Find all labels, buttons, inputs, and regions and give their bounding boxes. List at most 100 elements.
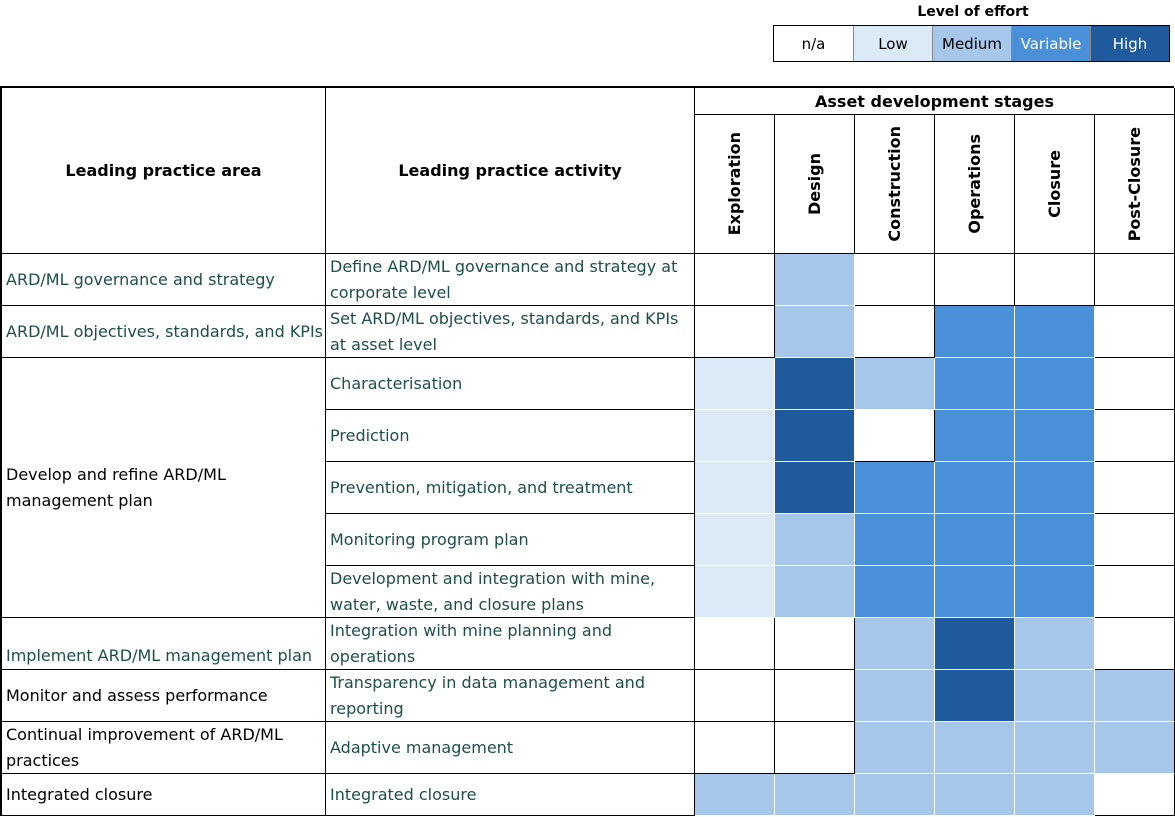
practice-activity: Adaptive management [326,722,695,774]
effort-cell-design [775,774,855,816]
effort-cell-design [775,254,855,306]
effort-cell-closure [1015,566,1095,618]
effort-cell-closure [1015,514,1095,566]
effort-cell-construction [855,514,935,566]
practice-activity: Prevention, mitigation, and treatment [326,462,695,514]
effort-cell-construction [855,462,935,514]
effort-cell-closure [1015,618,1095,670]
effort-cell-post-closure [1095,618,1175,670]
effort-cell-construction [855,358,935,410]
legend-item-low: Low [853,26,932,61]
practice-activity: Prediction [326,410,695,462]
effort-cell-design [775,410,855,462]
effort-cell-exploration [695,774,775,816]
practice-area: ARD/ML governance and strategy [2,254,326,306]
practice-area: Develop and refine ARD/ML management pla… [2,358,326,618]
practice-activity: Integration with mine planning and opera… [326,618,695,670]
effort-cell-construction [855,306,935,358]
effort-cell-closure [1015,358,1095,410]
practice-activity: Define ARD/ML governance and strategy at… [326,254,695,306]
practice-activity: Development and integration with mine, w… [326,566,695,618]
effort-cell-operations [935,410,1015,462]
effort-cell-construction [855,410,935,462]
effort-cell-post-closure [1095,254,1175,306]
stage-header-construction: Construction [855,115,935,254]
effort-cell-design [775,722,855,774]
practice-area: ARD/ML objectives, standards, and KPIs [2,306,326,358]
effort-cell-construction [855,670,935,722]
effort-cell-exploration [695,670,775,722]
effort-cell-closure [1015,774,1095,816]
practice-activity: Characterisation [326,358,695,410]
effort-cell-operations [935,514,1015,566]
effort-cell-construction [855,254,935,306]
effort-cell-operations [935,254,1015,306]
practice-table: Leading practice area Leading practice a… [0,86,1175,816]
practice-area: Monitor and assess performance [2,670,326,722]
effort-cell-post-closure [1095,358,1175,410]
effort-cell-exploration [695,566,775,618]
effort-cell-exploration [695,462,775,514]
effort-cell-exploration [695,410,775,462]
effort-cell-design [775,306,855,358]
effort-cell-operations [935,618,1015,670]
effort-cell-operations [935,774,1015,816]
effort-cell-closure [1015,670,1095,722]
stage-label: Design [805,153,824,215]
effort-cell-closure [1015,254,1095,306]
practice-activity: Monitoring program plan [326,514,695,566]
stage-header-exploration: Exploration [695,115,775,254]
legend-item-medium: Medium [932,26,1011,61]
practice-activity: Integrated closure [326,774,695,816]
effort-cell-exploration [695,358,775,410]
effort-cell-closure [1015,722,1095,774]
effort-cell-post-closure [1095,514,1175,566]
effort-cell-exploration [695,254,775,306]
effort-cell-post-closure [1095,722,1175,774]
effort-cell-design [775,462,855,514]
effort-cell-closure [1015,410,1095,462]
effort-cell-closure [1015,306,1095,358]
effort-cell-closure [1015,462,1095,514]
practice-area: Integrated closure [2,774,326,816]
effort-cell-post-closure [1095,566,1175,618]
effort-cell-operations [935,306,1015,358]
stage-header-post-closure: Post-Closure [1095,115,1175,254]
effort-cell-operations [935,722,1015,774]
legend-item-n-a: n/a [774,26,853,61]
practice-activity: Transparency in data management and repo… [326,670,695,722]
effort-cell-post-closure [1095,462,1175,514]
effort-cell-operations [935,566,1015,618]
effort-cell-exploration [695,722,775,774]
effort-cell-exploration [695,618,775,670]
effort-cell-construction [855,618,935,670]
effort-cell-construction [855,774,935,816]
effort-cell-operations [935,358,1015,410]
effort-cell-design [775,358,855,410]
stages-header: Asset development stages [695,88,1175,115]
effort-cell-exploration [695,514,775,566]
effort-cell-design [775,670,855,722]
effort-cell-design [775,566,855,618]
stage-header-operations: Operations [935,115,1015,254]
effort-cell-post-closure [1095,410,1175,462]
activity-header: Leading practice activity [326,88,695,254]
legend-title: Level of effort [917,4,1029,20]
legend-item-variable: Variable [1011,26,1090,61]
effort-cell-construction [855,722,935,774]
stage-label: Operations [965,134,984,234]
practice-area: Implement ARD/ML management plan [2,618,326,670]
area-header: Leading practice area [2,88,326,254]
effort-cell-construction [855,566,935,618]
effort-cell-design [775,514,855,566]
stage-label: Construction [885,126,904,242]
stage-label: Exploration [725,132,744,236]
legend: n/a Low Medium Variable High [773,25,1170,62]
effort-cell-post-closure [1095,670,1175,722]
effort-cell-post-closure [1095,774,1175,816]
legend-item-high: High [1090,26,1169,61]
effort-cell-exploration [695,306,775,358]
effort-cell-operations [935,462,1015,514]
stage-label: Post-Closure [1125,126,1144,242]
stage-label: Closure [1045,150,1064,218]
